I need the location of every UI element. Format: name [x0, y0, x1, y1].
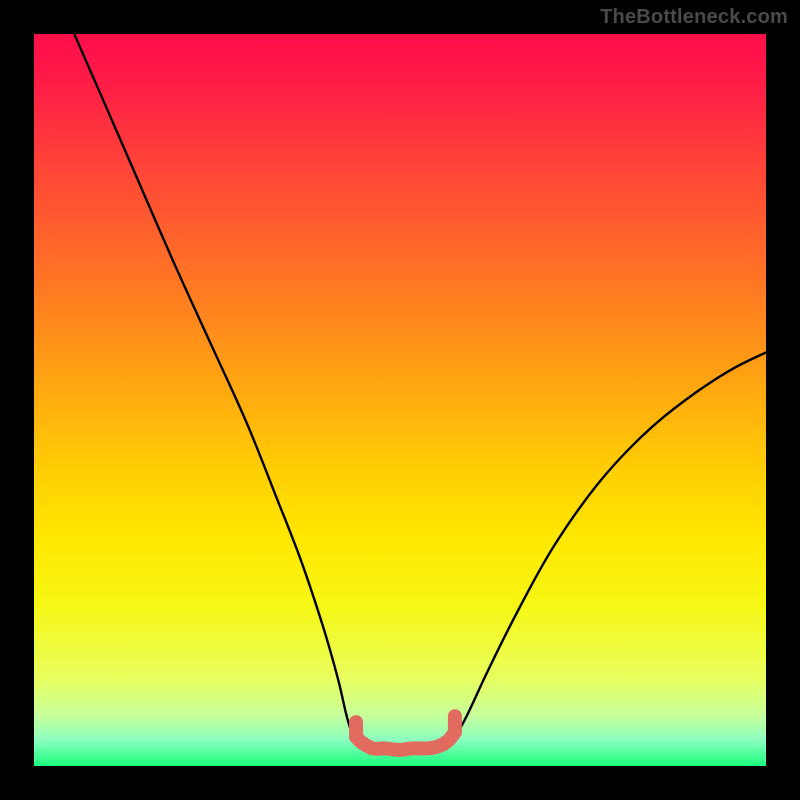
watermark-text: TheBottleneck.com: [600, 6, 788, 29]
bottleneck-chart: [0, 0, 800, 800]
chart-stage: TheBottleneck.com: [0, 0, 800, 800]
plot-area: [34, 34, 766, 766]
